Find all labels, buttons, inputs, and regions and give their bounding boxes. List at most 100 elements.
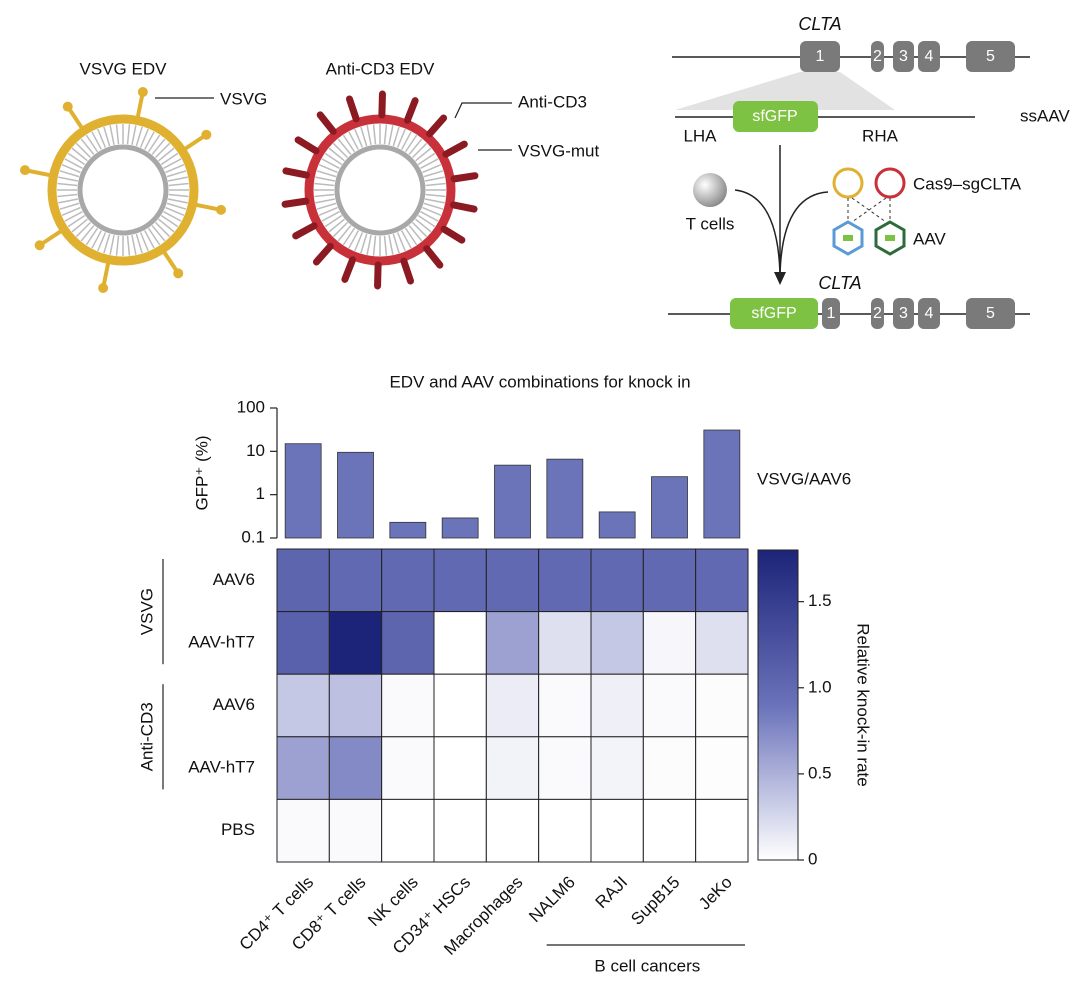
heat-cell [695, 736, 749, 800]
arrow [734, 189, 781, 276]
y-tick-label: 0.1 [241, 527, 265, 546]
spike [440, 225, 466, 244]
bar [703, 429, 741, 539]
lipid [131, 234, 137, 255]
sfgfp-box [733, 101, 818, 132]
lipid [423, 202, 444, 210]
lipid [372, 124, 377, 145]
exon-label: 5 [986, 48, 995, 65]
lipid [314, 182, 335, 187]
heat-cell [381, 548, 435, 613]
lipid [417, 152, 436, 166]
lipid [61, 206, 81, 216]
t-cells-label: T cells [686, 214, 735, 233]
lipid [324, 152, 343, 166]
exon-label: 4 [925, 305, 934, 322]
sfgfp-label: sfGFP [751, 305, 796, 322]
lipid [420, 158, 439, 169]
lipid [135, 126, 143, 147]
bar [546, 458, 584, 539]
bar [337, 451, 374, 539]
lipid [115, 124, 120, 145]
y-tick-label: 1 [256, 484, 265, 503]
lipid [423, 170, 444, 178]
lipid [67, 214, 86, 228]
annotation: VSVG/AAV6 [757, 469, 851, 488]
colorbar-tick-label: 1.5 [808, 591, 832, 610]
lipid [332, 221, 349, 238]
lipid [167, 198, 188, 204]
spike [400, 257, 415, 285]
exon-label: 1 [816, 48, 825, 65]
lipid [151, 225, 166, 242]
lipid [58, 176, 79, 182]
chart-title: EDV and AAV combinations for knock in [389, 372, 690, 391]
exon-label: 5 [986, 305, 995, 322]
lipid [97, 128, 107, 148]
heat-cell [695, 611, 749, 675]
spike [345, 95, 360, 123]
inner-membrane [77, 144, 169, 236]
heat-cell [328, 548, 383, 613]
anti-cd3-label: Anti-CD3 [518, 92, 587, 111]
lipid [64, 211, 83, 222]
lipid [165, 206, 185, 216]
exon-label: 3 [899, 305, 908, 322]
lipid [139, 128, 149, 148]
lipid [420, 211, 439, 222]
heat-cell [433, 548, 487, 613]
aav-cargo [843, 235, 853, 241]
heat-cell [538, 673, 592, 738]
lipid [404, 227, 418, 246]
heat-cell [328, 673, 383, 738]
x-tick-label: NALM6 [525, 873, 579, 927]
spike [282, 167, 310, 179]
spike-head [98, 283, 109, 294]
lipid [321, 211, 340, 222]
spike [378, 90, 386, 119]
lipid [321, 158, 340, 169]
exon [893, 298, 914, 329]
heat-cell [381, 736, 435, 800]
lipid [383, 124, 388, 145]
lipid [75, 221, 92, 238]
lipid [154, 142, 171, 159]
x-tick-label: JeKo [695, 873, 736, 914]
sfgfp-label: sfGFP [752, 108, 797, 125]
heat-cell [695, 548, 749, 613]
lipid [354, 232, 364, 252]
outer-membrane [304, 114, 456, 266]
lipid [167, 176, 188, 182]
spike [292, 222, 318, 240]
spike [374, 261, 382, 290]
cas9-edv [874, 167, 906, 199]
spike [403, 97, 419, 124]
lipid [316, 170, 337, 178]
exon-label: 4 [925, 48, 934, 65]
lipid [348, 131, 359, 150]
arrow [779, 191, 829, 276]
heat-cell [328, 798, 383, 863]
exon [871, 298, 884, 329]
lipid [91, 230, 102, 249]
lipid [332, 142, 349, 159]
heat-cell [538, 736, 592, 800]
heat-cell [433, 611, 487, 675]
exon-label: 1 [827, 305, 836, 322]
lipid [126, 124, 131, 145]
lipid [392, 126, 400, 147]
lipid [424, 198, 445, 204]
exon [966, 41, 1015, 72]
bar [441, 517, 479, 539]
lipid [168, 193, 189, 198]
lipid [135, 233, 143, 254]
lipid [401, 131, 412, 150]
heat-cell [276, 611, 330, 675]
lipid [75, 142, 92, 159]
gene-name: CLTA [798, 14, 841, 34]
heat-cell [590, 673, 644, 738]
bar [651, 476, 688, 539]
row-label: AAV6 [213, 570, 255, 589]
lipid [126, 235, 131, 256]
